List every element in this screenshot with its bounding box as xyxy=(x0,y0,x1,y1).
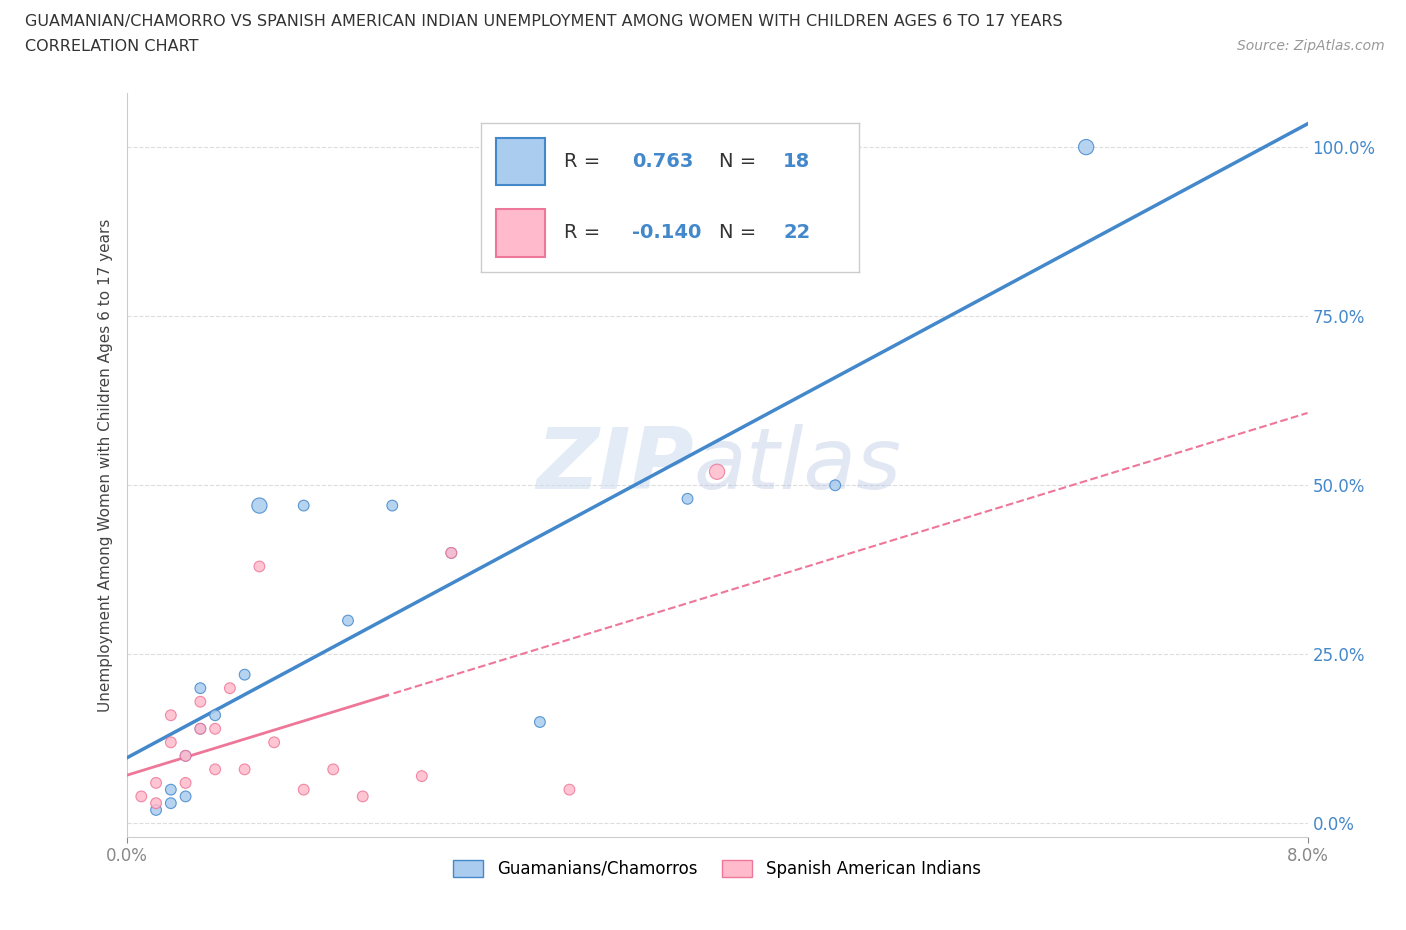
Point xyxy=(249,498,271,513)
Point xyxy=(337,613,360,628)
Point xyxy=(129,789,153,804)
Point xyxy=(824,478,846,493)
Text: CORRELATION CHART: CORRELATION CHART xyxy=(25,39,198,54)
Point xyxy=(440,546,463,561)
Point xyxy=(160,796,183,811)
Point xyxy=(322,762,344,777)
Point xyxy=(174,749,197,764)
Point xyxy=(558,782,581,797)
Legend: Guamanians/Chamorros, Spanish American Indians: Guamanians/Chamorros, Spanish American I… xyxy=(447,853,987,884)
Point xyxy=(233,762,256,777)
Point xyxy=(1076,140,1098,154)
Point xyxy=(381,498,404,513)
Point xyxy=(529,714,551,729)
Point xyxy=(188,722,212,737)
Point xyxy=(174,789,197,804)
Point xyxy=(145,796,167,811)
Point xyxy=(204,708,226,723)
Point xyxy=(145,776,167,790)
Point xyxy=(188,681,212,696)
Point xyxy=(174,776,197,790)
Point xyxy=(174,749,197,764)
Point xyxy=(160,782,183,797)
Point xyxy=(233,667,256,682)
Point xyxy=(204,762,226,777)
Text: atlas: atlas xyxy=(693,423,901,507)
Text: GUAMANIAN/CHAMORRO VS SPANISH AMERICAN INDIAN UNEMPLOYMENT AMONG WOMEN WITH CHIL: GUAMANIAN/CHAMORRO VS SPANISH AMERICAN I… xyxy=(25,14,1063,29)
Point xyxy=(145,803,167,817)
Point xyxy=(160,735,183,750)
Point xyxy=(263,735,285,750)
Point xyxy=(249,559,271,574)
Point xyxy=(411,769,433,784)
Text: Source: ZipAtlas.com: Source: ZipAtlas.com xyxy=(1237,39,1385,53)
Point xyxy=(219,681,242,696)
Point xyxy=(160,708,183,723)
Y-axis label: Unemployment Among Women with Children Ages 6 to 17 years: Unemployment Among Women with Children A… xyxy=(97,219,112,711)
Point xyxy=(676,491,699,506)
Point xyxy=(292,498,315,513)
Point xyxy=(440,546,463,561)
Point xyxy=(352,789,374,804)
Point xyxy=(706,464,728,479)
Point xyxy=(188,722,212,737)
Text: ZIP: ZIP xyxy=(536,423,693,507)
Point xyxy=(292,782,315,797)
Point xyxy=(204,722,226,737)
Point xyxy=(188,695,212,710)
